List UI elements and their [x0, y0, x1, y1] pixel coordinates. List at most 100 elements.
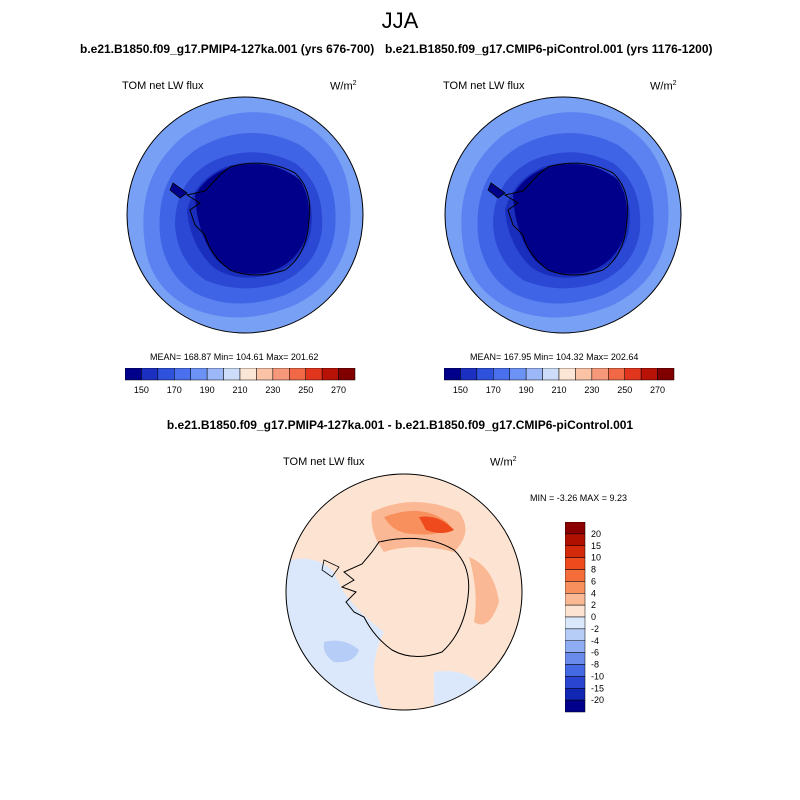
right-units-label: W/m2 [650, 80, 677, 93]
colorbar-box [565, 533, 586, 546]
colorbar-tick-label: -2 [591, 624, 599, 634]
difference-title: b.e21.B1850.f09_g17.PMIP4-127ka.001 - b.… [166, 418, 634, 432]
colorbar-box [509, 368, 527, 381]
colorbar-box [565, 557, 586, 570]
colorbar-box [565, 688, 586, 701]
colorbar-tick-label: 190 [519, 385, 534, 395]
colorbar-box [565, 522, 586, 535]
colorbar-box [565, 699, 586, 713]
warm-east [469, 557, 499, 625]
left-stats: MEAN= 168.87 Min= 104.61 Max= 201.62 [150, 352, 319, 362]
left-variable-label: TOM net LW flux [122, 80, 204, 92]
colorbar-box [460, 368, 478, 381]
map-border [126, 96, 364, 334]
colorbar-tick-label: 270 [650, 385, 665, 395]
coastline [185, 162, 311, 276]
colorbar-box [174, 368, 191, 381]
difference-variable-label: TOM net LW flux [283, 456, 365, 468]
map-border [444, 96, 682, 334]
colorbar-tick-label: -15 [591, 683, 604, 693]
colorbar-box [493, 368, 510, 381]
colorbar-box [321, 368, 339, 381]
coastline [503, 162, 629, 276]
colorbar-box [157, 368, 175, 381]
colorbar-box [256, 368, 274, 381]
colorbar-tick-label: -20 [591, 695, 604, 705]
warm-peak [419, 516, 454, 533]
colorbar-tick-label: 6 [591, 576, 596, 586]
colorbar-box [565, 604, 586, 618]
colorbar-tick-label: 170 [486, 385, 501, 395]
left-panel-title: b.e21.B1850.f09_g17.PMIP4-127ka.001 (yrs… [80, 42, 375, 56]
colorbar-box [565, 676, 586, 689]
left-units-label: W/m2 [330, 80, 357, 93]
left-polar-map [126, 96, 364, 334]
peninsula [487, 182, 506, 199]
colorbar-box [444, 368, 461, 381]
right-colorbar: 150170190210230250270290 [444, 368, 675, 395]
peninsula [169, 182, 188, 199]
difference-stats: MIN = -3.26 MAX = 9.23 [530, 493, 628, 503]
difference-units-label: W/m2 [490, 456, 517, 469]
colorbar-tick-label: 210 [232, 385, 247, 395]
colorbar-box [565, 569, 586, 582]
colorbar-box [239, 368, 257, 381]
left-colorbar: 150170190210230250270290 [125, 368, 356, 395]
negative-patch [323, 640, 359, 663]
colorbar-box [125, 368, 142, 381]
colorbar-box [565, 593, 586, 606]
colorbar-tick-label: 250 [298, 385, 313, 395]
colorbar-box [565, 640, 586, 653]
colorbar-box [565, 652, 586, 665]
antarctica-fill [513, 164, 627, 274]
colorbar-box [565, 616, 586, 630]
colorbar-box [338, 368, 356, 381]
coastline [340, 537, 470, 657]
right-stats: MEAN= 167.95 Min= 104.32 Max= 202.64 [470, 352, 639, 362]
colorbar-tick-label: 170 [167, 385, 182, 395]
map-border [285, 473, 523, 711]
colorbar-box [206, 368, 224, 381]
right-panel-title: b.e21.B1850.f09_g17.CMIP6-piControl.001 … [385, 42, 713, 56]
right-variable-label: TOM net LW flux [443, 80, 525, 92]
colorbar-tick-label: 270 [331, 385, 346, 395]
colorbar-tick-label: 20 [591, 529, 601, 539]
colorbar-box [565, 628, 586, 641]
antarctica-fill [195, 164, 309, 274]
colorbar-tick-label: -10 [591, 671, 604, 681]
colorbar-box [640, 368, 658, 381]
colorbar-box [476, 368, 494, 381]
colorbar-tick-label: 2 [591, 600, 596, 610]
colorbar-tick-label: 210 [551, 385, 566, 395]
colorbar-tick-label: 230 [265, 385, 280, 395]
colorbar-box [141, 368, 159, 381]
colorbar-box [565, 581, 586, 594]
colorbar-box [525, 368, 543, 381]
colorbar-tick-label: 190 [200, 385, 215, 395]
peninsula [321, 559, 340, 578]
figure-title: JJA [381, 8, 419, 33]
colorbar-tick-label: 10 [591, 553, 601, 563]
colorbar-box [305, 368, 323, 381]
colorbar-box [272, 368, 290, 381]
colorbar-tick-label: 15 [591, 541, 601, 551]
colorbar-tick-label: 150 [134, 385, 149, 395]
colorbar-box [558, 368, 576, 381]
colorbar-box [575, 368, 593, 381]
colorbar-tick-label: 8 [591, 565, 596, 575]
colorbar-tick-label: 4 [591, 588, 596, 598]
colorbar-box [608, 368, 625, 381]
colorbar-box [591, 368, 609, 381]
difference-polar-map [285, 473, 523, 711]
colorbar-tick-label: 250 [617, 385, 632, 395]
colorbar-box [289, 368, 306, 381]
colorbar-tick-label: 0 [591, 612, 596, 622]
colorbar-box [624, 368, 642, 381]
colorbar-tick-label: -4 [591, 636, 599, 646]
colorbar-box [565, 545, 586, 558]
colorbar-box [542, 368, 560, 381]
colorbar-tick-label: -8 [591, 660, 599, 670]
colorbar-box [223, 368, 241, 381]
colorbar-tick-label: -6 [591, 648, 599, 658]
